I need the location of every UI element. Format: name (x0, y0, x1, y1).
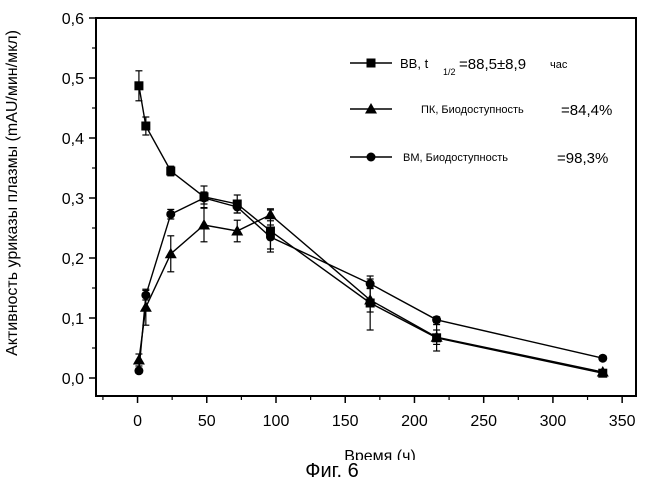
plasma-uricase-chart: 0 50 100 150 200 250 300 350 0,0 0,1 0,2 0,3 0,4 0,5 0… (4, 11, 637, 460)
data-point (141, 121, 151, 131)
y-axis-label: Активность уриказы плазмы (mAU/мин/мкл) (4, 30, 21, 356)
legend-marker (366, 152, 376, 162)
y-tick-label: 0,0 (62, 371, 84, 388)
plot-frame (95, 17, 637, 397)
x-axis-label: Время (ч) (344, 448, 416, 460)
data-point (364, 294, 377, 305)
y-tick-label: 0,1 (62, 311, 84, 328)
legend-entry: ВМ, Биодоступность =98,3% (350, 150, 608, 167)
chart-axes: 0 50 100 150 200 250 300 350 0,0 0,1 0,2 0,3 0,4 0,5 0… (62, 11, 637, 430)
series-circle (134, 191, 608, 376)
y-tick-label: 0,6 (62, 11, 84, 28)
data-point (199, 193, 209, 203)
data-point (231, 225, 244, 236)
data-point (166, 166, 176, 176)
legend-value: =98,3% (557, 150, 608, 167)
legend-label: ПК, Биодоступность (421, 104, 524, 116)
figure-caption: Фиг. 6 (305, 460, 359, 482)
data-point (430, 331, 443, 342)
x-tick-label: 200 (401, 413, 428, 430)
data-point (264, 208, 277, 220)
y-tick-label: 0,5 (62, 71, 84, 88)
data-point (134, 81, 144, 91)
x-tick-label: 300 (540, 413, 567, 430)
legend-label: ВВ, t (400, 56, 429, 71)
data-point (432, 315, 442, 325)
legend-label: ВМ, Биодоступность (403, 152, 508, 164)
legend-entry: ВВ, t 1/2 =88,5±8,9 час (350, 56, 568, 77)
data-point (166, 209, 176, 219)
legend: ВВ, t 1/2 =88,5±8,9 час ПК, Биодоступность =8… (350, 56, 612, 167)
data-point (232, 202, 242, 212)
series-line (138, 213, 603, 373)
data-point (134, 366, 144, 376)
x-tick-label: 100 (263, 413, 290, 430)
series-triangle (132, 207, 609, 377)
data-point (164, 247, 177, 259)
x-tick-label: 250 (470, 413, 497, 430)
legend-unit: час (550, 59, 568, 71)
legend-marker (365, 103, 377, 114)
data-point (265, 232, 275, 242)
series-layer (132, 70, 609, 378)
legend-marker (366, 58, 376, 68)
data-point (139, 301, 152, 312)
legend-value: =84,4% (561, 102, 612, 119)
legend-subscript: 1/2 (443, 67, 456, 77)
data-point (598, 353, 608, 363)
data-point (141, 290, 151, 300)
legend-value: =88,5±8,9 (459, 56, 526, 73)
x-tick-label: 50 (198, 413, 216, 430)
y-tick-label: 0,4 (62, 131, 84, 148)
y-tick-label: 0,2 (62, 251, 84, 268)
y-tick-label: 0,3 (62, 191, 84, 208)
data-point (365, 279, 375, 289)
data-point (596, 366, 609, 377)
x-tick-label: 150 (332, 413, 359, 430)
x-tick-label: 350 (609, 413, 636, 430)
legend-entry: ПК, Биодоступность =84,4% (350, 102, 612, 119)
data-point (198, 219, 210, 230)
data-point (132, 354, 145, 365)
x-tick-label: 0 (133, 413, 142, 430)
